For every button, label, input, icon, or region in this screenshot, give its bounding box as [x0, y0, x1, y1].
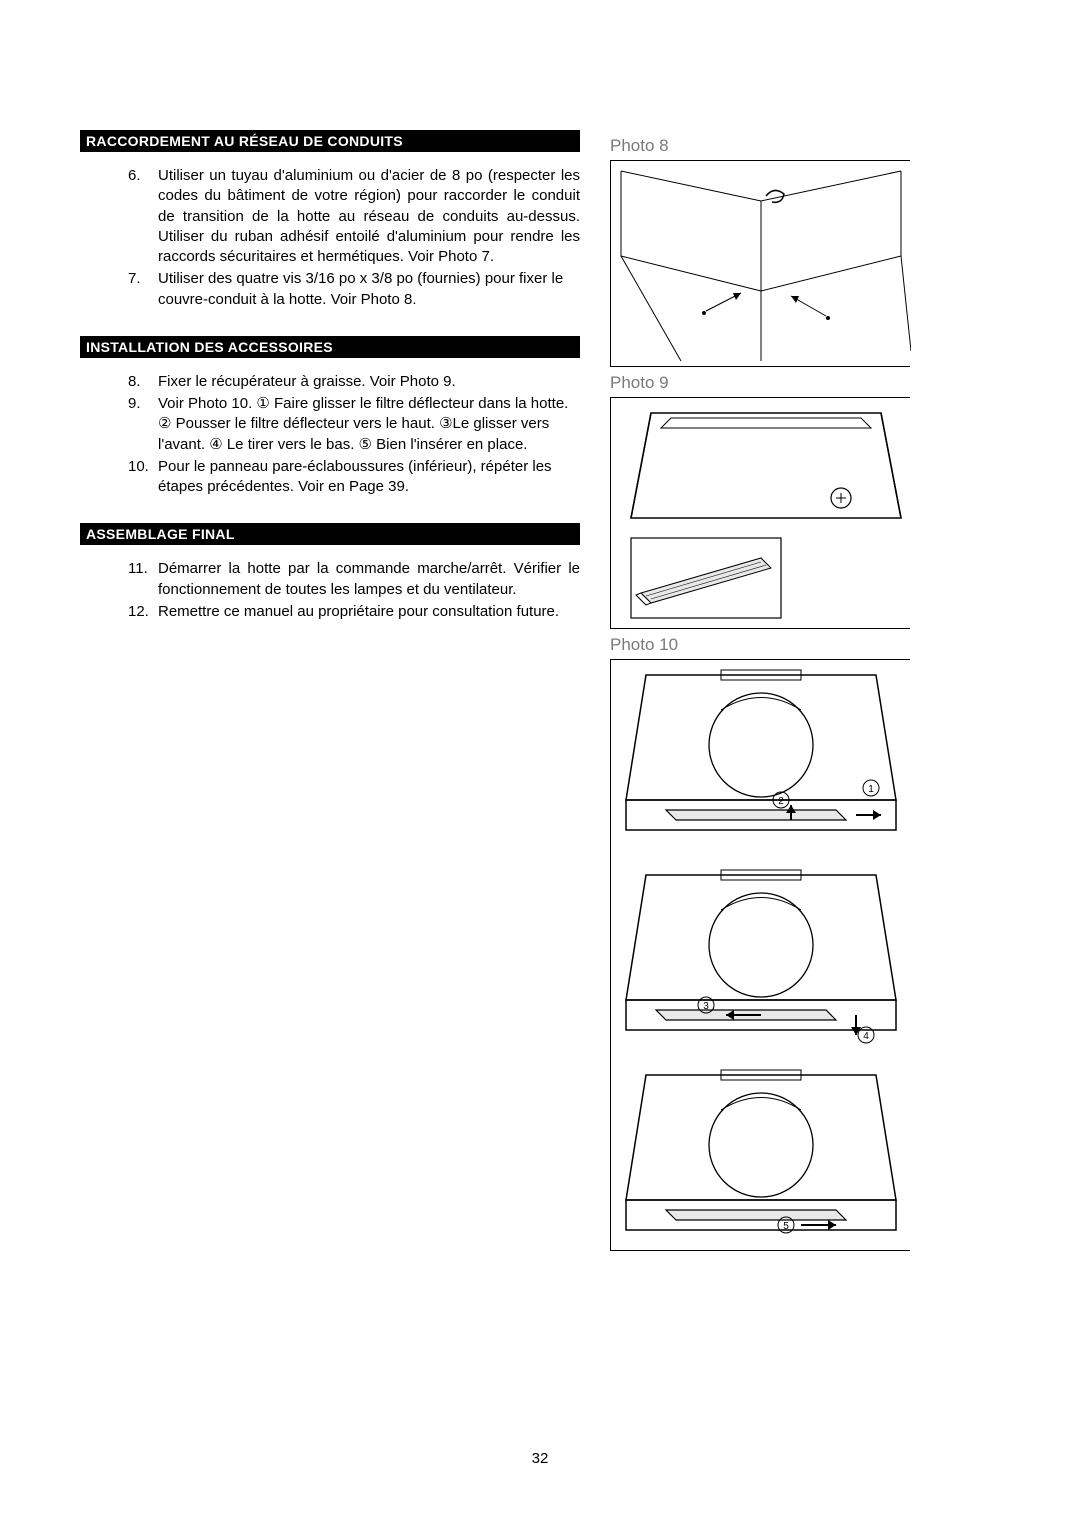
- figure-photo-10: 1 2: [610, 659, 910, 1251]
- list-text: Remettre ce manuel au propriétaire pour …: [158, 602, 580, 622]
- list-item: 11. Démarrer la hotte par la commande ma…: [128, 559, 580, 600]
- list-number: 12.: [128, 602, 158, 622]
- list-number: 6.: [128, 166, 158, 267]
- list-text: Pour le panneau pare-éclaboussures (infé…: [158, 457, 580, 498]
- figure-photo-8: [610, 160, 910, 367]
- svg-text:2: 2: [778, 796, 784, 807]
- list-number: 10.: [128, 457, 158, 498]
- list-item: 9. Voir Photo 10. ① Faire glisser le fil…: [128, 394, 580, 455]
- two-column-layout: RACCORDEMENT AU RÉSEAU DE CONDUITS 6. Ut…: [80, 130, 1000, 1251]
- page: RACCORDEMENT AU RÉSEAU DE CONDUITS 6. Ut…: [0, 0, 1080, 1527]
- list-item: 12. Remettre ce manuel au propriétaire p…: [128, 602, 580, 622]
- svg-text:4: 4: [863, 1031, 869, 1042]
- section-header-assemblage: ASSEMBLAGE FINAL: [80, 523, 580, 545]
- section-header-accessoires: INSTALLATION DES ACCESSOIRES: [80, 336, 580, 358]
- page-number: 32: [0, 1450, 1080, 1467]
- section-body-accessoires: 8. Fixer le récupérateur à graisse. Voir…: [80, 358, 580, 524]
- section-body-raccordement: 6. Utiliser un tuyau d'aluminium ou d'ac…: [80, 152, 580, 336]
- list-number: 11.: [128, 559, 158, 600]
- section-header-raccordement: RACCORDEMENT AU RÉSEAU DE CONDUITS: [80, 130, 580, 152]
- figure-photo-9: [610, 397, 910, 629]
- list-item: 7. Utiliser des quatre vis 3/16 po x 3/8…: [128, 269, 580, 310]
- svg-text:3: 3: [703, 1001, 709, 1012]
- list-text: Fixer le récupérateur à graisse. Voir Ph…: [158, 372, 580, 392]
- svg-text:5: 5: [783, 1221, 789, 1232]
- list-item: 8. Fixer le récupérateur à graisse. Voir…: [128, 372, 580, 392]
- list-item: 6. Utiliser un tuyau d'aluminium ou d'ac…: [128, 166, 580, 267]
- photo-label-9: Photo 9: [610, 373, 930, 393]
- list-item: 10. Pour le panneau pare-éclaboussures (…: [128, 457, 580, 498]
- photo-label-8: Photo 8: [610, 136, 930, 156]
- list-text: Utiliser des quatre vis 3/16 po x 3/8 po…: [158, 269, 580, 310]
- photo-label-10: Photo 10: [610, 635, 930, 655]
- list-text: Utiliser un tuyau d'aluminium ou d'acier…: [158, 166, 580, 267]
- list-text: Démarrer la hotte par la commande marche…: [158, 559, 580, 600]
- list-text: Voir Photo 10. ① Faire glisser le filtre…: [158, 394, 580, 455]
- left-column: RACCORDEMENT AU RÉSEAU DE CONDUITS 6. Ut…: [80, 130, 580, 1251]
- list-number: 9.: [128, 394, 158, 455]
- section-body-assemblage: 11. Démarrer la hotte par la commande ma…: [80, 545, 580, 648]
- list-number: 8.: [128, 372, 158, 392]
- list-number: 7.: [128, 269, 158, 310]
- right-column: Photo 8: [610, 130, 930, 1251]
- svg-text:1: 1: [868, 784, 874, 795]
